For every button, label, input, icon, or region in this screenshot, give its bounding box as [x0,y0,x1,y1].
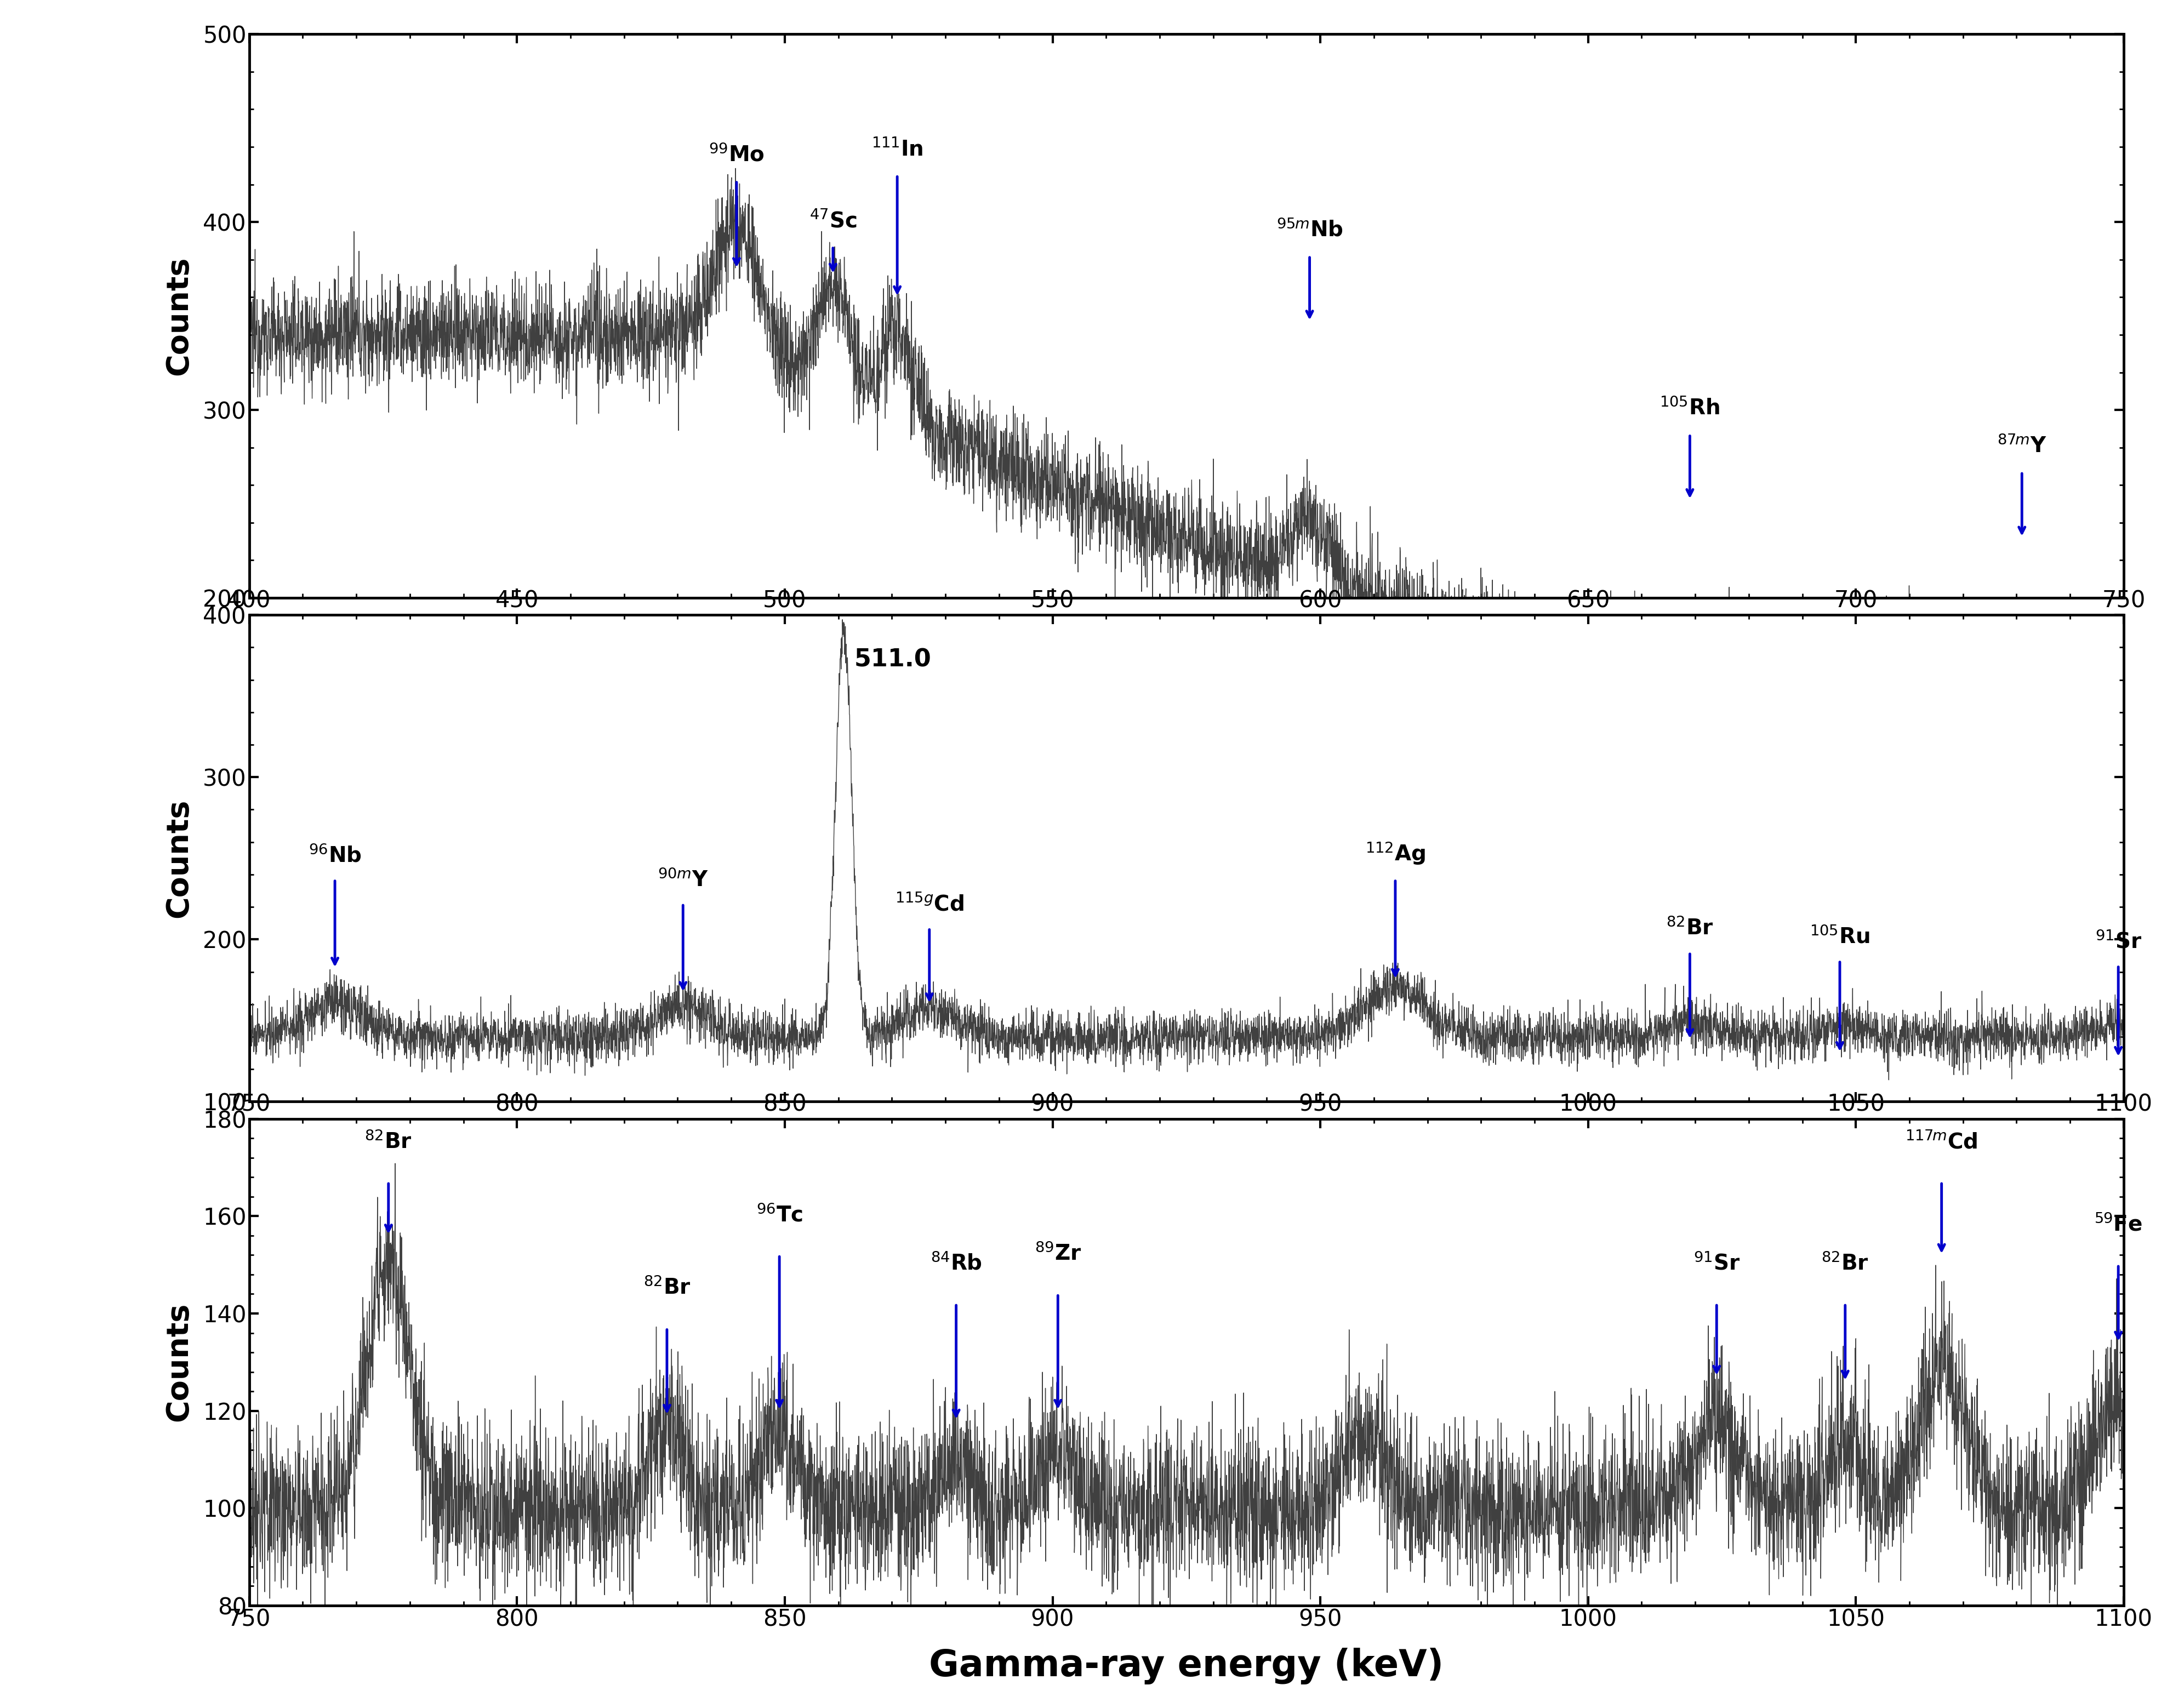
Text: $^{89}$Zr: $^{89}$Zr [1034,1243,1081,1264]
Text: $^{96}$Nb: $^{96}$Nb [308,845,362,866]
Text: $^{117m}$Cd: $^{117m}$Cd [1905,1131,1978,1153]
Text: $^{84}$Rb: $^{84}$Rb [930,1252,982,1274]
Text: $^{96}$Tc: $^{96}$Tc [756,1204,802,1226]
Text: $^{99}$Mo: $^{99}$Mo [709,143,765,166]
Text: $^{105}$Rh: $^{105}$Rh [1660,398,1721,420]
X-axis label: Gamma-ray energy (keV): Gamma-ray energy (keV) [930,1648,1443,1684]
Text: $^{59}$Fe: $^{59}$Fe [2093,1214,2143,1235]
Text: $^{82}$Br: $^{82}$Br [1666,917,1714,939]
Text: $^{47}$Sc: $^{47}$Sc [808,210,856,232]
Text: 511.0: 511.0 [854,647,932,671]
Y-axis label: Counts: Counts [165,1303,193,1421]
Y-axis label: Counts: Counts [165,799,193,917]
Text: $^{87m}$Y: $^{87m}$Y [1998,436,2046,456]
Text: $^{82}$Br: $^{82}$Br [364,1131,412,1153]
Text: $^{112}$Ag: $^{112}$Ag [1365,840,1426,866]
Text: $^{111}$In: $^{111}$In [871,138,923,161]
Text: $^{91}$Sr: $^{91}$Sr [2095,931,2141,953]
Text: $^{82}$Br: $^{82}$Br [644,1278,691,1298]
Text: $^{115g}$Cd: $^{115g}$Cd [895,893,964,915]
Text: $^{95m}$Nb: $^{95m}$Nb [1276,219,1344,241]
Text: $^{91}$Sr: $^{91}$Sr [1692,1252,1740,1274]
Text: $^{82}$Br: $^{82}$Br [1822,1252,1868,1274]
Y-axis label: Counts: Counts [165,256,193,376]
Text: $^{105}$Ru: $^{105}$Ru [1809,926,1870,948]
Text: $^{90m}$Y: $^{90m}$Y [657,869,709,892]
